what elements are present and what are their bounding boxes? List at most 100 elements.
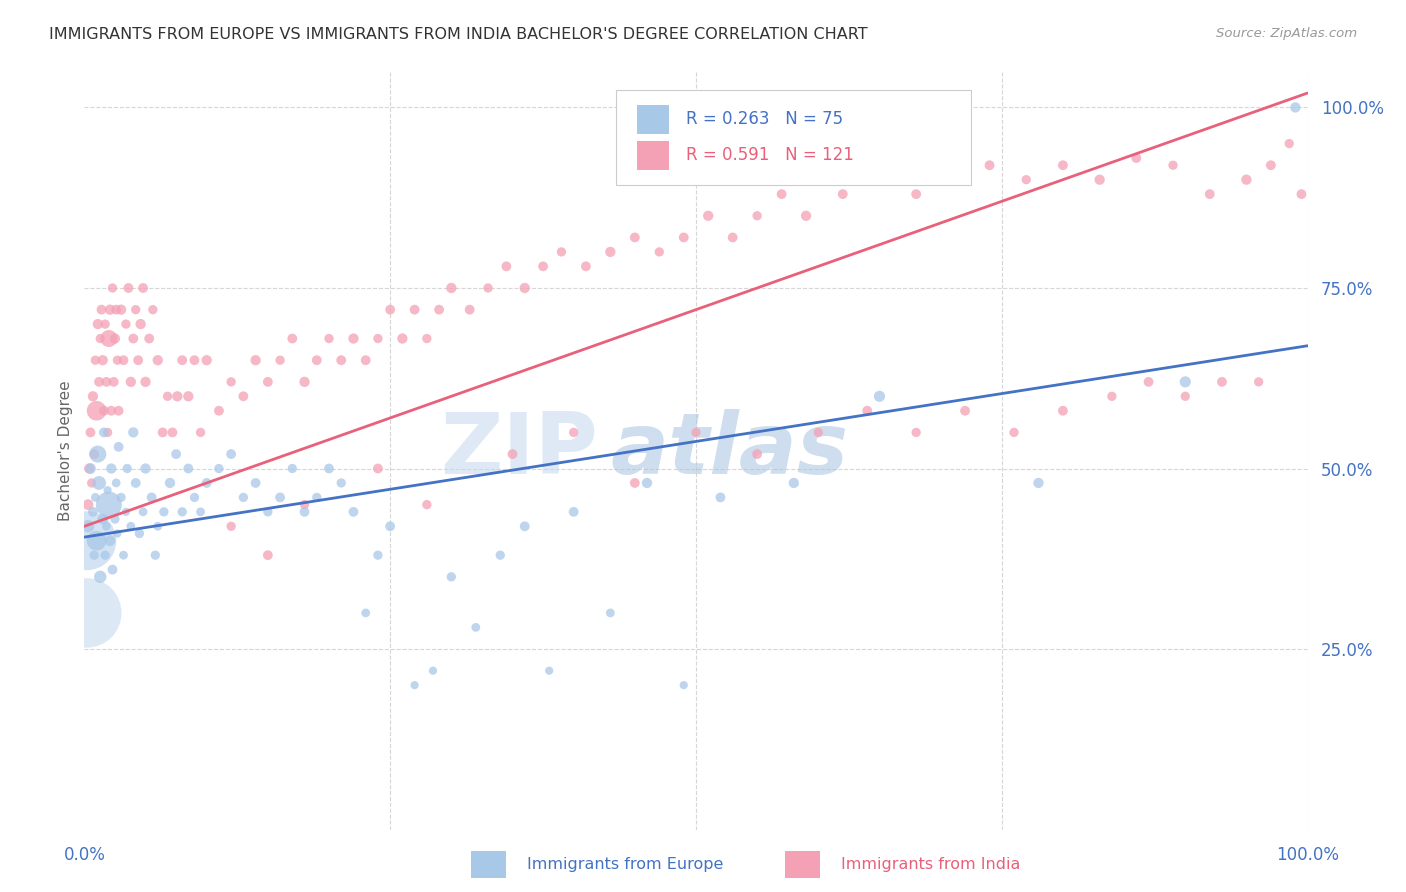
Point	[143, 548, 166, 562]
Point	[195, 353, 218, 368]
Point	[294, 375, 316, 389]
Point	[77, 498, 100, 512]
Point	[80, 475, 103, 490]
Point	[721, 230, 744, 244]
Point	[190, 505, 212, 519]
Point	[87, 475, 110, 490]
Point	[172, 505, 194, 519]
Point	[562, 425, 585, 440]
Point	[97, 425, 120, 440]
Point	[1211, 375, 1233, 389]
Point	[105, 302, 128, 317]
Point	[120, 519, 142, 533]
Point	[367, 461, 389, 475]
Point	[550, 244, 572, 259]
Point	[1052, 403, 1074, 417]
Point	[165, 447, 187, 461]
Point	[367, 332, 389, 346]
Point	[305, 353, 328, 368]
Point	[122, 332, 145, 346]
Point	[132, 505, 155, 519]
Y-axis label: Bachelor's Degree: Bachelor's Degree	[58, 380, 73, 521]
Point	[125, 302, 148, 317]
Text: Immigrants from Europe: Immigrants from Europe	[527, 857, 724, 872]
Point	[172, 353, 194, 368]
Point	[495, 260, 517, 274]
Point	[599, 606, 621, 620]
Point	[305, 491, 328, 505]
Point	[115, 317, 138, 331]
Point	[98, 302, 121, 317]
Point	[1088, 172, 1111, 186]
Point	[138, 332, 160, 346]
Text: IMMIGRANTS FROM EUROPE VS IMMIGRANTS FROM INDIA BACHELOR'S DEGREE CORRELATION CH: IMMIGRANTS FROM EUROPE VS IMMIGRANTS FRO…	[49, 27, 868, 42]
Point	[538, 664, 561, 678]
Point	[153, 505, 176, 519]
Point	[294, 505, 316, 519]
Point	[162, 425, 184, 440]
Point	[416, 498, 439, 512]
Point	[294, 498, 316, 512]
Point	[128, 526, 150, 541]
Point	[100, 403, 122, 417]
Point	[89, 570, 111, 584]
Point	[513, 519, 536, 533]
Point	[672, 678, 695, 692]
Point	[747, 447, 769, 461]
Point	[1015, 172, 1038, 186]
Point	[117, 281, 139, 295]
Point	[232, 389, 254, 403]
Point	[1125, 151, 1147, 165]
Point	[103, 375, 125, 389]
Point	[104, 332, 127, 346]
Point	[125, 475, 148, 490]
Point	[1002, 425, 1025, 440]
Point	[208, 403, 231, 417]
Point	[1198, 187, 1220, 202]
Point	[342, 505, 364, 519]
FancyBboxPatch shape	[616, 90, 972, 186]
Point	[135, 461, 157, 475]
Point	[107, 440, 129, 454]
Point	[120, 375, 142, 389]
Point	[794, 209, 817, 223]
Point	[1260, 158, 1282, 172]
Point	[142, 302, 165, 317]
Point	[404, 302, 426, 317]
FancyBboxPatch shape	[637, 141, 669, 170]
Point	[112, 548, 135, 562]
Point	[575, 260, 598, 274]
Text: ZIP: ZIP	[440, 409, 598, 492]
Point	[856, 403, 879, 417]
Point	[115, 461, 138, 475]
Point	[82, 505, 104, 519]
Point	[404, 678, 426, 692]
Point	[190, 425, 212, 440]
Point	[91, 353, 114, 368]
Point	[87, 375, 110, 389]
Point	[318, 332, 340, 346]
Point	[269, 491, 291, 505]
Point	[159, 475, 181, 490]
Point	[135, 375, 157, 389]
Point	[183, 491, 205, 505]
Point	[281, 332, 304, 346]
Point	[132, 281, 155, 295]
Point	[1174, 389, 1197, 403]
Point	[100, 461, 122, 475]
Point	[112, 353, 135, 368]
Point	[1284, 100, 1306, 114]
Point	[416, 332, 439, 346]
Point	[807, 425, 830, 440]
Point	[156, 389, 179, 403]
Point	[531, 260, 554, 274]
Point	[905, 187, 928, 202]
Point	[96, 519, 118, 533]
Point	[195, 475, 218, 490]
Point	[624, 475, 647, 490]
Point	[458, 302, 481, 317]
Point	[562, 505, 585, 519]
Point	[94, 548, 117, 562]
Point	[380, 302, 402, 317]
Point	[599, 244, 621, 259]
